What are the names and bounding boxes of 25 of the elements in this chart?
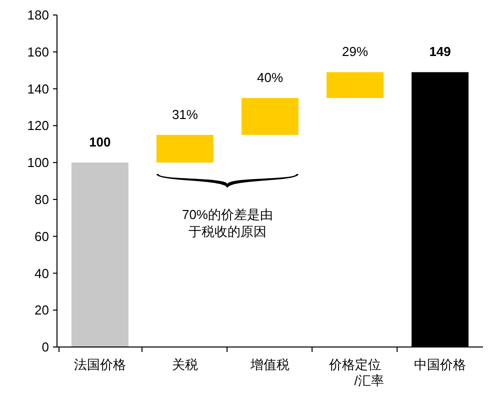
y-tick-label: 100 xyxy=(27,155,49,170)
y-tick-label: 80 xyxy=(34,192,49,207)
bar xyxy=(156,134,214,163)
bar xyxy=(242,98,298,135)
y-tick-label: 120 xyxy=(27,118,49,134)
annotation: 40% xyxy=(256,70,284,85)
y-tick-label: 60 xyxy=(34,228,49,244)
x-tick-label: 法国价格 xyxy=(74,357,126,372)
y-tick-label: 40 xyxy=(34,266,49,281)
y-tick-label: 160 xyxy=(27,44,49,60)
annotation: 31% xyxy=(172,106,198,122)
x-tick-label: 价格定位 /汇率 xyxy=(328,357,384,388)
y-tick-label: 180 xyxy=(27,8,49,23)
data-label: 100 xyxy=(89,134,111,150)
x-tick-label: 增值税 xyxy=(250,357,290,372)
y-tick-label: 20 xyxy=(34,302,49,318)
annotation: 70%的价差是由于税收的原因 xyxy=(182,207,273,239)
y-tick-label: 0 xyxy=(42,340,49,355)
bar xyxy=(326,72,384,98)
x-tick-label: 中国价格 xyxy=(414,357,466,372)
bar xyxy=(71,162,128,347)
data-label: 149 xyxy=(429,44,451,60)
annotation: 29% xyxy=(342,44,368,60)
x-tick-label: 关税 xyxy=(172,357,198,372)
y-tick-label: 140 xyxy=(27,81,49,96)
